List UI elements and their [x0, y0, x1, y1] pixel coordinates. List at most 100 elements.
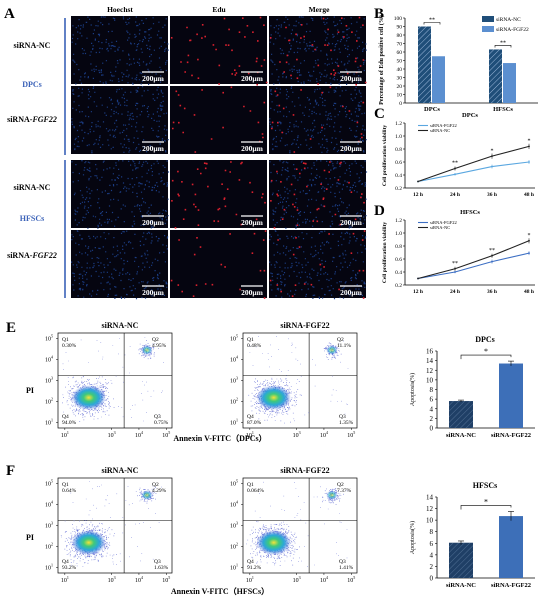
panel-f-xlabel: Annexin V-FITC（HFSCs） [171, 586, 269, 596]
flow-q4: Q4 [62, 414, 69, 420]
chartC-sig: ** [452, 161, 458, 167]
chartC-point [454, 173, 456, 176]
flow-q4-value: 94.0% [62, 420, 77, 426]
flow-ytick: 102 [45, 396, 53, 405]
flow-xtick: 101 [61, 575, 69, 584]
scalebar-label: 200μm [241, 288, 264, 297]
flow-q1-value: 0.064% [247, 488, 264, 494]
chart-c: DPCs 0.2 0.4 0.6 0.8 1.0 1.2 12 h 24 h 36 h 48 h Ce… [382, 112, 535, 198]
flow-xtick: 101 [61, 430, 69, 439]
chartF-ytick: 8 [430, 528, 434, 536]
flow-q2: Q2 [152, 337, 159, 343]
flow-q3-value: 1.63% [154, 565, 169, 571]
b-ytick: 100 [394, 16, 403, 22]
micrograph-hfscs-fgf22-edu: 200μm [170, 230, 267, 299]
panel-b: B 0 10 20 30 40 50 60 70 80 90 100 Percentage of Ed… [374, 6, 538, 113]
micrograph-hfscs-fgf22-hoechst: 200μm [71, 230, 169, 300]
chartF-ytick: 4 [430, 551, 434, 559]
flow-q4: Q4 [247, 559, 254, 565]
chartE-ytick: 10 [426, 376, 434, 384]
flowF-plot-title: siRNA-NC [102, 466, 139, 475]
flowF-plot: siRNA-FGF22 101 103 104 105 101 102 103 104 105 Q1… [230, 466, 358, 584]
scalebar-label: 200μm [241, 74, 264, 83]
flow-f: siRNA-NC101103104105101102103104105Q10.6… [45, 466, 358, 584]
b-ytick: 20 [397, 84, 403, 90]
panel-e-xlabel: Annexin V-FITC（DPCs） [173, 433, 266, 443]
panel-b-letter: B [374, 6, 384, 22]
chartC-point [528, 145, 530, 148]
b-ytick: 80 [397, 33, 403, 39]
scalebar-label: 200μm [340, 144, 363, 153]
flow-ytick: 103 [45, 521, 53, 530]
panel-a-col-hoechst: Hoechst [107, 5, 133, 14]
chartE-title: DPCs [475, 335, 495, 344]
panel-e-ylabel: PI [26, 386, 34, 395]
chartD-xtick: 12 h [413, 289, 423, 295]
flow-q1-value: 0.64% [62, 488, 77, 494]
flow-q2-value: 7.37% [337, 488, 352, 494]
micrograph-grid: 200μm 200μm 200μm 200μm 200μm 200μm 200μm 200μm… [71, 16, 368, 300]
chartE-xtick: siRNA-FGF22 [491, 432, 531, 439]
flow-ytick: 105 [45, 334, 53, 343]
flow-xtick: 104 [320, 430, 328, 439]
chartE-ytick: 2 [430, 415, 434, 423]
chartC-ytick: 0.8 [395, 147, 402, 153]
flow-xtick: 104 [135, 430, 143, 439]
chartD-series-line [417, 240, 530, 280]
scalebar-label: 200μm [142, 74, 165, 83]
flowF-plot-title: siRNA-FGF22 [280, 466, 329, 475]
b-ytick: 70 [397, 42, 403, 48]
flow-q3: Q3 [154, 414, 161, 420]
flow-q4-value: 87.0% [247, 420, 262, 426]
flow-ytick: 104 [45, 500, 53, 509]
chartD-point [491, 254, 493, 257]
b-bar [503, 63, 516, 103]
panel-f-ylabel: PI [26, 533, 34, 542]
micrograph-dpcs-nc-hoechst: 200μm [71, 16, 169, 85]
chartF-ylabel: Apoptosis(%) [409, 521, 416, 554]
chartE-ytick: 14 [426, 357, 434, 365]
chartD-xtick: 24 h [450, 289, 460, 295]
flow-q3: Q3 [339, 414, 346, 420]
row-label-hfscs-group: HFSCs [20, 214, 44, 223]
chartF-ytick: 6 [430, 540, 434, 548]
b-xtick: DPCs [424, 106, 440, 113]
chartD-point [454, 271, 456, 273]
flow-xtick: 103 [108, 430, 116, 439]
flow-q3: Q3 [154, 559, 161, 565]
flow-q1-value: 0.30% [62, 343, 77, 349]
panel-a-letter: A [4, 6, 15, 22]
panel-e-letter: E [6, 320, 16, 336]
chartF-sig: * [484, 497, 488, 506]
chart-f: HFSCs 0 2 4 6 8 10 12 14 Apoptosis(%) siRNA-NC siRN… [409, 481, 535, 589]
flow-e: siRNA-NC101103104105101102103104105Q10.3… [45, 321, 358, 439]
flow-q1: Q1 [247, 337, 254, 343]
flow-q2: Q2 [337, 337, 344, 343]
flow-ytick: 103 [230, 521, 238, 530]
micrograph-dpcs-nc-merge: 200μm [269, 16, 367, 86]
chartD-sig: ** [489, 248, 495, 254]
scalebar-label: 200μm [340, 218, 363, 227]
chartC-sig: * [528, 139, 531, 145]
chartD-series-line [417, 252, 530, 280]
flow-q2-value: 4.29% [152, 488, 167, 494]
scalebar-label: 200μm [340, 74, 363, 83]
chartE-ytick: 12 [426, 367, 434, 375]
panel-f-letter: F [6, 463, 15, 479]
chartD-ytick: 0.2 [395, 283, 402, 289]
chartE-ytick: 8 [430, 386, 434, 394]
flow-q2: Q2 [152, 482, 159, 488]
chartD-xtick: 48 h [524, 289, 534, 295]
flow-density-core [71, 530, 106, 555]
b-sig: ** [500, 40, 506, 46]
chartD-point [417, 277, 419, 280]
flow-ytick: 104 [230, 500, 238, 509]
chartC-series-line [417, 161, 530, 183]
chartD-ytick: 0.4 [395, 270, 402, 276]
chartD-sig: * [528, 233, 531, 239]
micrograph-hfscs-nc-edu: 200μm [170, 160, 267, 229]
flow-q2-value: 11.1% [337, 343, 351, 349]
chartF-title: HFSCs [473, 481, 497, 490]
b-ytick: 90 [397, 25, 403, 31]
flowE-plot-title: siRNA-FGF22 [280, 321, 329, 330]
